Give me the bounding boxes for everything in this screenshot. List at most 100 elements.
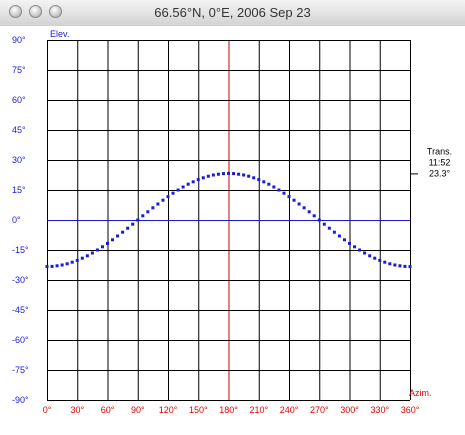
sun-position-point xyxy=(272,185,276,189)
x-tick-label: 240° xyxy=(280,405,299,415)
y-tick-label: -75° xyxy=(12,365,29,375)
sun-position-point xyxy=(292,198,296,202)
sun-position-point xyxy=(267,182,271,186)
sun-position-point xyxy=(297,202,301,206)
y-tick-label: -90° xyxy=(12,395,29,405)
sun-position-point xyxy=(368,254,372,258)
sun-position-point xyxy=(262,180,266,184)
x-tick-label: 360° xyxy=(401,405,420,415)
sun-position-point xyxy=(322,222,326,226)
sun-position-point xyxy=(398,264,402,268)
sun-path-points xyxy=(45,171,412,269)
y-tick-label: -30° xyxy=(12,275,29,285)
sun-position-point xyxy=(408,265,412,269)
y-tick-label: 15° xyxy=(12,185,26,195)
sun-position-point xyxy=(100,245,104,249)
transit-annotation: Trans. 11:52 23.3° xyxy=(410,146,452,178)
y-tick-label: 30° xyxy=(12,155,26,165)
sun-position-point xyxy=(136,218,140,222)
close-button[interactable] xyxy=(9,5,22,18)
sun-position-point xyxy=(388,262,392,266)
sun-position-point xyxy=(116,234,120,238)
sun-position-point xyxy=(161,198,165,202)
sun-position-point xyxy=(237,172,241,176)
title-bar[interactable]: 66.56°N, 0°E, 2006 Sep 23 xyxy=(0,0,465,27)
sun-position-point xyxy=(85,254,89,258)
sun-position-point xyxy=(342,238,346,242)
x-tick-label: 330° xyxy=(370,405,389,415)
sun-position-point xyxy=(131,222,135,226)
sun-position-point xyxy=(383,260,387,264)
x-tick-label: 30° xyxy=(70,405,84,415)
sun-position-point xyxy=(403,264,407,268)
window-title: 66.56°N, 0°E, 2006 Sep 23 xyxy=(154,5,311,20)
y-axis-label: Elev. xyxy=(50,29,69,39)
sun-position-point xyxy=(211,173,215,177)
sun-position-point xyxy=(151,206,155,210)
x-tick-label: 90° xyxy=(131,405,145,415)
sun-position-point xyxy=(196,178,200,182)
sun-position-point xyxy=(337,234,341,238)
sun-position-point xyxy=(302,206,306,210)
x-tick-label: 60° xyxy=(101,405,115,415)
sun-position-point xyxy=(206,174,210,178)
x-tick-label: 150° xyxy=(189,405,208,415)
x-tick-label: 120° xyxy=(159,405,178,415)
sun-position-point xyxy=(186,182,190,186)
chart-background xyxy=(0,26,465,435)
sun-position-point xyxy=(363,251,367,255)
sun-position-point xyxy=(156,202,160,206)
transit-time: 11:52 xyxy=(429,157,451,167)
transit-label: Trans. xyxy=(427,146,452,156)
y-tick-label: -45° xyxy=(12,305,29,315)
y-tick-label: -15° xyxy=(12,245,29,255)
sun-path-chart: 0° 30° 60° 90° 120° 150° 180° 210° 240° 270° 300° 3… xyxy=(0,26,465,435)
sun-position-point xyxy=(65,262,69,266)
x-tick-label: 300° xyxy=(340,405,359,415)
sun-position-point xyxy=(373,256,377,260)
x-tick-label: 0° xyxy=(43,405,52,415)
zoom-button[interactable] xyxy=(49,5,62,18)
transit-elevation: 23.3° xyxy=(429,168,451,178)
sun-position-point xyxy=(126,226,130,230)
sun-position-point xyxy=(191,180,195,184)
sun-position-point xyxy=(166,195,170,199)
sun-position-point xyxy=(111,238,115,242)
sun-position-point xyxy=(332,230,336,234)
sun-position-point xyxy=(242,173,246,177)
sun-position-point xyxy=(75,258,79,262)
sun-position-point xyxy=(181,185,185,189)
sun-position-point xyxy=(282,191,286,195)
sun-position-point xyxy=(106,241,109,245)
minimize-button[interactable] xyxy=(29,5,42,18)
sun-position-point xyxy=(60,263,64,267)
sun-position-point xyxy=(307,210,311,214)
sun-position-point xyxy=(247,174,251,178)
sun-position-point xyxy=(80,256,84,260)
sun-position-point xyxy=(358,248,362,252)
x-tick-label: 210° xyxy=(249,405,268,415)
sun-position-point xyxy=(201,176,205,180)
sun-position-point xyxy=(45,265,49,269)
sun-position-point xyxy=(141,214,145,218)
sun-position-point xyxy=(312,214,316,218)
sun-position-point xyxy=(227,171,230,175)
sun-position-point xyxy=(50,264,54,268)
sun-position-point xyxy=(277,188,281,192)
x-tick-label: 180° xyxy=(219,405,238,415)
y-tick-label: 45° xyxy=(12,125,26,135)
sun-position-point xyxy=(353,245,357,249)
sun-position-point xyxy=(95,248,99,252)
sun-position-point xyxy=(327,226,331,230)
y-tick-label: 90° xyxy=(12,35,26,45)
sun-position-point xyxy=(176,188,180,192)
y-tick-label: 60° xyxy=(12,95,26,105)
sun-position-point xyxy=(287,195,291,199)
sun-position-point xyxy=(348,241,351,245)
sun-position-point xyxy=(90,251,94,255)
chart-ticks: 0° 30° 60° 90° 120° 150° 180° 210° 240° 270° 300° 3… xyxy=(12,35,420,415)
sun-position-point xyxy=(393,263,397,267)
sun-position-point xyxy=(257,178,261,182)
sun-position-point xyxy=(216,172,220,176)
